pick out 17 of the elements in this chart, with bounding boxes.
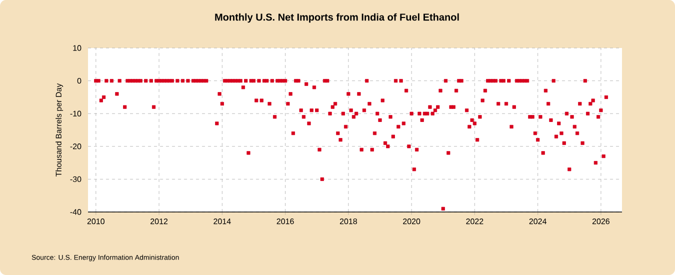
- x-tick-label: 2010: [87, 218, 104, 224]
- x-tick-label: 2026: [592, 218, 610, 224]
- y-tick-label: -10: [70, 110, 82, 116]
- y-tick-label: -40: [70, 209, 82, 215]
- x-tick-label: 2016: [276, 218, 294, 224]
- y-tick-label: -30: [70, 176, 82, 182]
- y-axis-title: Thousand Barrels per Day: [56, 83, 64, 177]
- y-tick-label: 0: [77, 78, 82, 84]
- y-tick-label: 10: [73, 45, 82, 51]
- y-tick-label: -20: [70, 144, 82, 150]
- x-tick-label: 2014: [214, 218, 231, 224]
- x-tick-label: 2024: [529, 218, 546, 224]
- chart-title: Monthly U.S. Net Imports from India of Fuel Ethanol: [215, 13, 459, 23]
- x-tick-label: 2018: [340, 218, 357, 224]
- x-tick-label: 2020: [403, 218, 420, 224]
- x-tick-label: 2022: [466, 218, 484, 224]
- x-tick-label: 2012: [150, 218, 168, 224]
